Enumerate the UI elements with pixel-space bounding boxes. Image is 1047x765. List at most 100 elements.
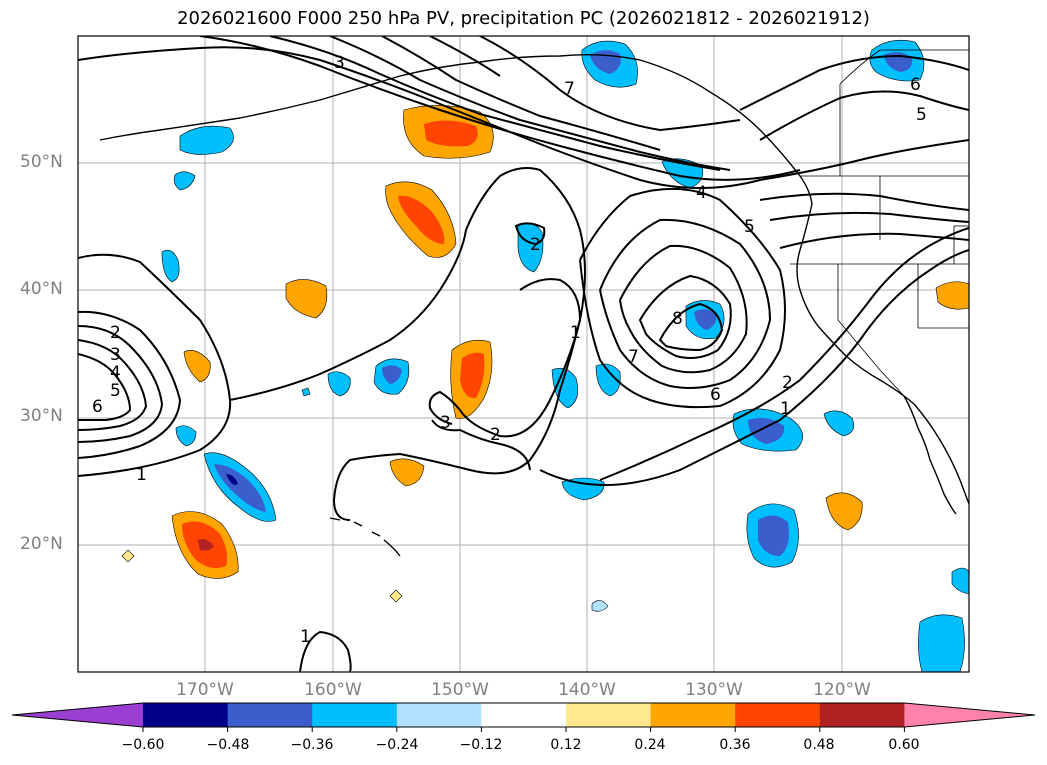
lon-label-140w: 140°W	[558, 680, 616, 700]
colorbar-segment	[735, 703, 821, 727]
contour-label: 7	[628, 347, 639, 367]
contour-trough-6	[638, 274, 732, 359]
colorbar-tick-label: 0.12	[550, 737, 582, 753]
colorbar	[11, 702, 1036, 732]
colorbar-segment	[481, 703, 567, 727]
contour-south-loop	[299, 630, 352, 672]
contour-label: 1	[570, 323, 581, 343]
pv-contours	[78, 36, 969, 672]
contour-label: 5	[916, 105, 927, 125]
contour-label: 5	[744, 217, 755, 237]
neg-blob-baja-offshore	[823, 410, 855, 437]
contour-trough-1	[539, 249, 969, 486]
pos-blob-baja	[825, 492, 863, 531]
neg-blob-southeast	[951, 567, 969, 595]
lon-label-120w: 120°W	[813, 680, 871, 700]
colorbar-extend-high	[904, 703, 1035, 727]
contour-hawaii-north-loop	[431, 419, 531, 471]
colorbar-tick-label: 0.48	[803, 737, 835, 753]
contour-label: 3	[440, 413, 451, 433]
contour-label: 2	[110, 323, 121, 343]
neg-blob-california-offshore-core	[694, 309, 717, 330]
pos-blob-central-core	[460, 352, 485, 399]
lon-label-150w: 150°W	[431, 680, 489, 700]
neg-blob-south-right	[918, 614, 965, 672]
pos-blob-small-west	[183, 350, 211, 383]
contour-jet-d	[381, 36, 661, 151]
contour-west-ring-5	[78, 353, 132, 422]
contour-trough-4	[599, 218, 772, 389]
contour-central-2	[428, 278, 582, 438]
contour-label: 3	[110, 345, 121, 365]
neg-blob-west-small	[161, 249, 180, 283]
lat-label-30n: 30°N	[20, 406, 63, 426]
neg-blob-central-b	[327, 371, 351, 397]
contour-jet-b	[269, 36, 721, 171]
neg-blob-aleutian	[179, 125, 234, 155]
contour-jet-e	[429, 36, 501, 77]
alaska-aleutian-coast	[99, 53, 813, 205]
pos-blob-gulf-north-core	[424, 120, 478, 147]
colorbar-segment	[819, 703, 905, 727]
lat-label-40n: 40°N	[20, 279, 63, 299]
lat-label-20n: 20°N	[20, 534, 63, 554]
contour-jet-a	[199, 36, 801, 181]
contour-label: 2	[530, 235, 541, 255]
contour-west-ring-1	[78, 253, 232, 477]
contour-small-ring	[514, 222, 546, 246]
colorbar-tick-label: 0.60	[888, 737, 920, 753]
contour-trough-2	[599, 227, 969, 481]
contour-trough-5	[619, 244, 748, 374]
colorbar-segment	[227, 703, 313, 727]
map-title: 2026021600 F000 250 hPa PV, precipitatio…	[177, 8, 870, 29]
negative-precip-shading	[161, 39, 969, 672]
contour-label: 4	[696, 183, 707, 203]
pos-blob-hawaii-north	[389, 458, 425, 487]
contour-west-ring-3	[78, 325, 164, 443]
hawaii-islands	[329, 517, 401, 557]
contour-label: 2	[782, 373, 793, 393]
lon-label-130w: 130°W	[685, 680, 743, 700]
colorbar-tick-label: 0.36	[719, 737, 751, 753]
colorbar-segment	[566, 703, 652, 727]
contour-bc-1	[739, 54, 969, 111]
pos-blob-west-of-gulf-core	[398, 195, 445, 244]
colorbar-tick-label: −0.24	[375, 737, 419, 753]
colorbar-tick-label: −0.36	[290, 737, 334, 753]
contour-label: 3	[334, 53, 345, 73]
contour-west-ring-2	[78, 310, 182, 459]
plot-frame	[77, 35, 970, 673]
neg-blob-subtropical-central	[561, 477, 605, 501]
contour-trough-3	[579, 187, 786, 409]
contour-label: 2	[490, 425, 501, 445]
contour-label: 1	[300, 627, 311, 647]
colorbar-extend-low	[12, 703, 143, 727]
colorbar-segment	[396, 703, 482, 727]
pnw-coast	[796, 203, 969, 505]
neg-blob-east-central-b	[595, 363, 621, 397]
contour-gulf-7	[479, 36, 741, 132]
colorbar-tick-label: −0.12	[459, 737, 503, 753]
contour-east-lines-1	[759, 192, 969, 211]
neg-blob-aleutian-small	[173, 171, 196, 191]
colorbar-tick-label: −0.60	[121, 737, 165, 753]
colorbar-tick-label: −0.48	[206, 737, 250, 753]
state-borders	[790, 49, 969, 397]
colorbar-tick-label: 0.24	[634, 737, 666, 753]
colorbar-segment	[312, 703, 398, 727]
contour-label-group: 3 7 6 5 4 5 2 1 8 7 6 2 1 2 3 4 5 6 1 2 …	[92, 53, 927, 647]
neg-blob-east-south-core	[758, 515, 789, 556]
neg-blob-hawaii-north	[175, 425, 197, 447]
pos-blob-tiny-west	[121, 549, 135, 563]
contour-jet-c	[329, 36, 731, 171]
lon-label-160w: 160°W	[304, 680, 362, 700]
contour-label: 6	[710, 385, 721, 405]
contour-west-ring-4	[78, 339, 148, 431]
pos-blob-southwest-coast	[935, 281, 969, 310]
pos-blob-hawaii-west-max	[198, 538, 214, 551]
colorbar-segment	[143, 703, 229, 727]
contour-label: 5	[110, 381, 121, 401]
contour-label: 6	[92, 397, 103, 417]
neg-blob-tiny-dot	[301, 387, 311, 397]
